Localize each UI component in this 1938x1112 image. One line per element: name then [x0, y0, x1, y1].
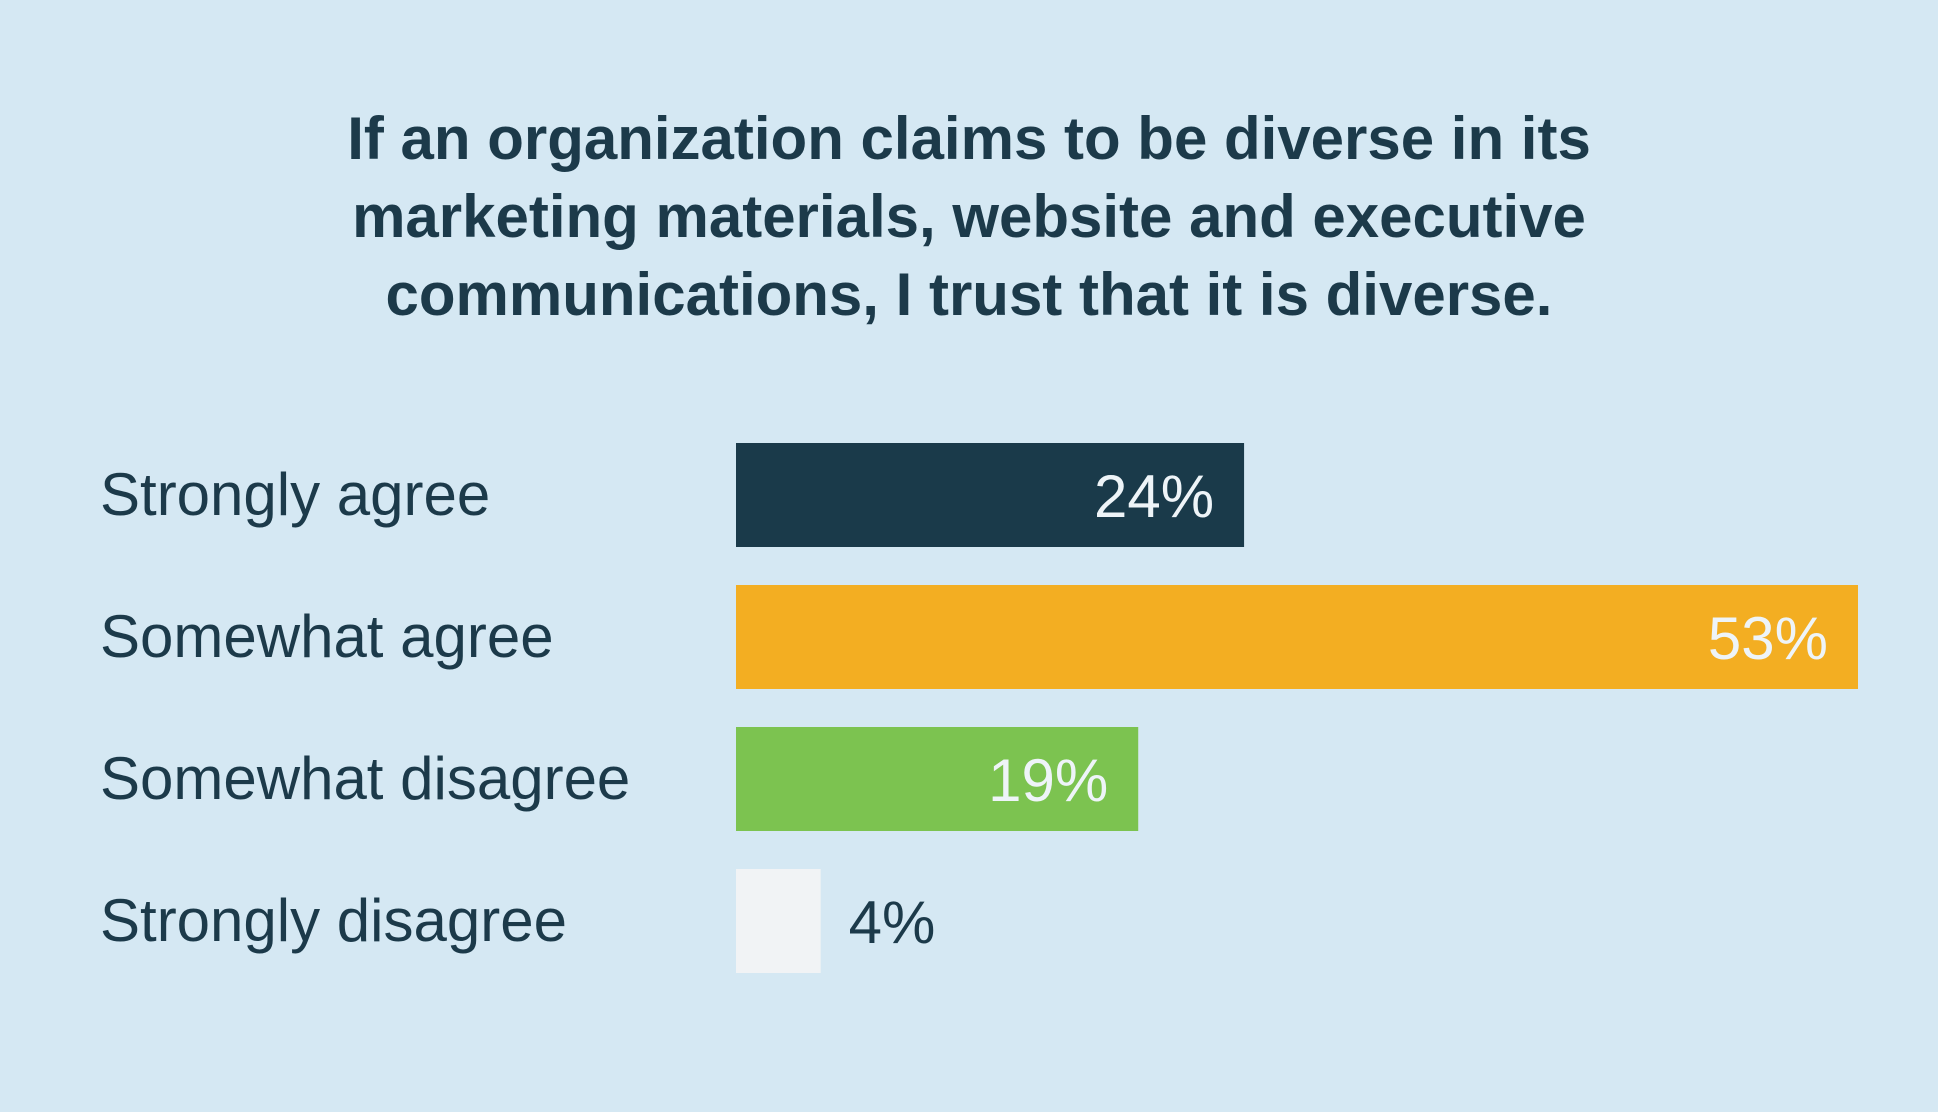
bar-somewhat-disagree: [736, 727, 1139, 831]
category-label-strongly-agree: Strongly agree: [100, 461, 490, 528]
bar-strongly-agree: [736, 443, 1245, 547]
bars-layer: Strongly agree 24% Somewhat agree 53% Somewh…: [100, 443, 1858, 973]
category-label-strongly-disagree: Strongly disagree: [100, 887, 567, 954]
bar-somewhat-agree: [736, 585, 1858, 689]
value-label-somewhat-disagree: 19%: [988, 747, 1108, 814]
chart-title: If an organization claims to be diverse …: [347, 105, 1591, 328]
value-label-strongly-agree: 24%: [1094, 463, 1214, 530]
value-label-strongly-disagree: 4%: [849, 889, 936, 956]
category-label-somewhat-disagree: Somewhat disagree: [100, 745, 630, 812]
category-label-somewhat-agree: Somewhat agree: [100, 603, 554, 670]
value-label-somewhat-agree: 53%: [1708, 605, 1828, 672]
bar-strongly-disagree: [736, 869, 821, 973]
